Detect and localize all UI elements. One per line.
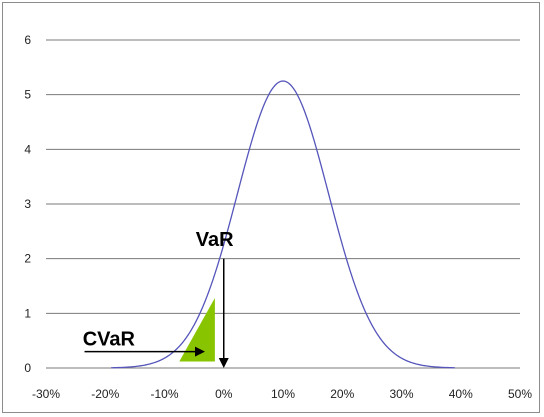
x-tick-label: 20%: [330, 387, 354, 401]
annotations: VaR CVaR: [83, 229, 234, 368]
x-tick-label: 30%: [389, 387, 413, 401]
x-tick-label: -30%: [32, 387, 60, 401]
y-tick-label: 1: [24, 306, 31, 320]
y-tick-label: 6: [24, 33, 31, 47]
tick-labels: 0 1 2 3 4 5 6 -30% -20% -10% 0% 10% 20% 30% 40% 50%: [24, 33, 532, 401]
x-tick-label: 40%: [449, 387, 473, 401]
x-tick-label: 0%: [215, 387, 233, 401]
y-tick-label: 2: [24, 252, 31, 266]
distribution-curve: [111, 80, 455, 369]
grid-lines: [46, 39, 520, 369]
x-tick-label: 50%: [508, 387, 532, 401]
cvar-tail-area: [179, 298, 215, 362]
y-tick-label: 3: [24, 197, 31, 211]
cvar-label: CVaR: [83, 329, 136, 351]
x-tick-label: -20%: [91, 387, 119, 401]
y-tick-label: 5: [24, 88, 31, 102]
y-tick-label: 4: [24, 142, 31, 156]
x-tick-label: 10%: [271, 387, 295, 401]
chart-frame: [2, 2, 540, 413]
distribution-curve-series: [111, 80, 455, 369]
cvar-tail-fill: [179, 298, 215, 362]
y-tick-label: 0: [24, 361, 31, 375]
x-tick-label: -10%: [150, 387, 178, 401]
var-label: VaR: [196, 229, 234, 251]
